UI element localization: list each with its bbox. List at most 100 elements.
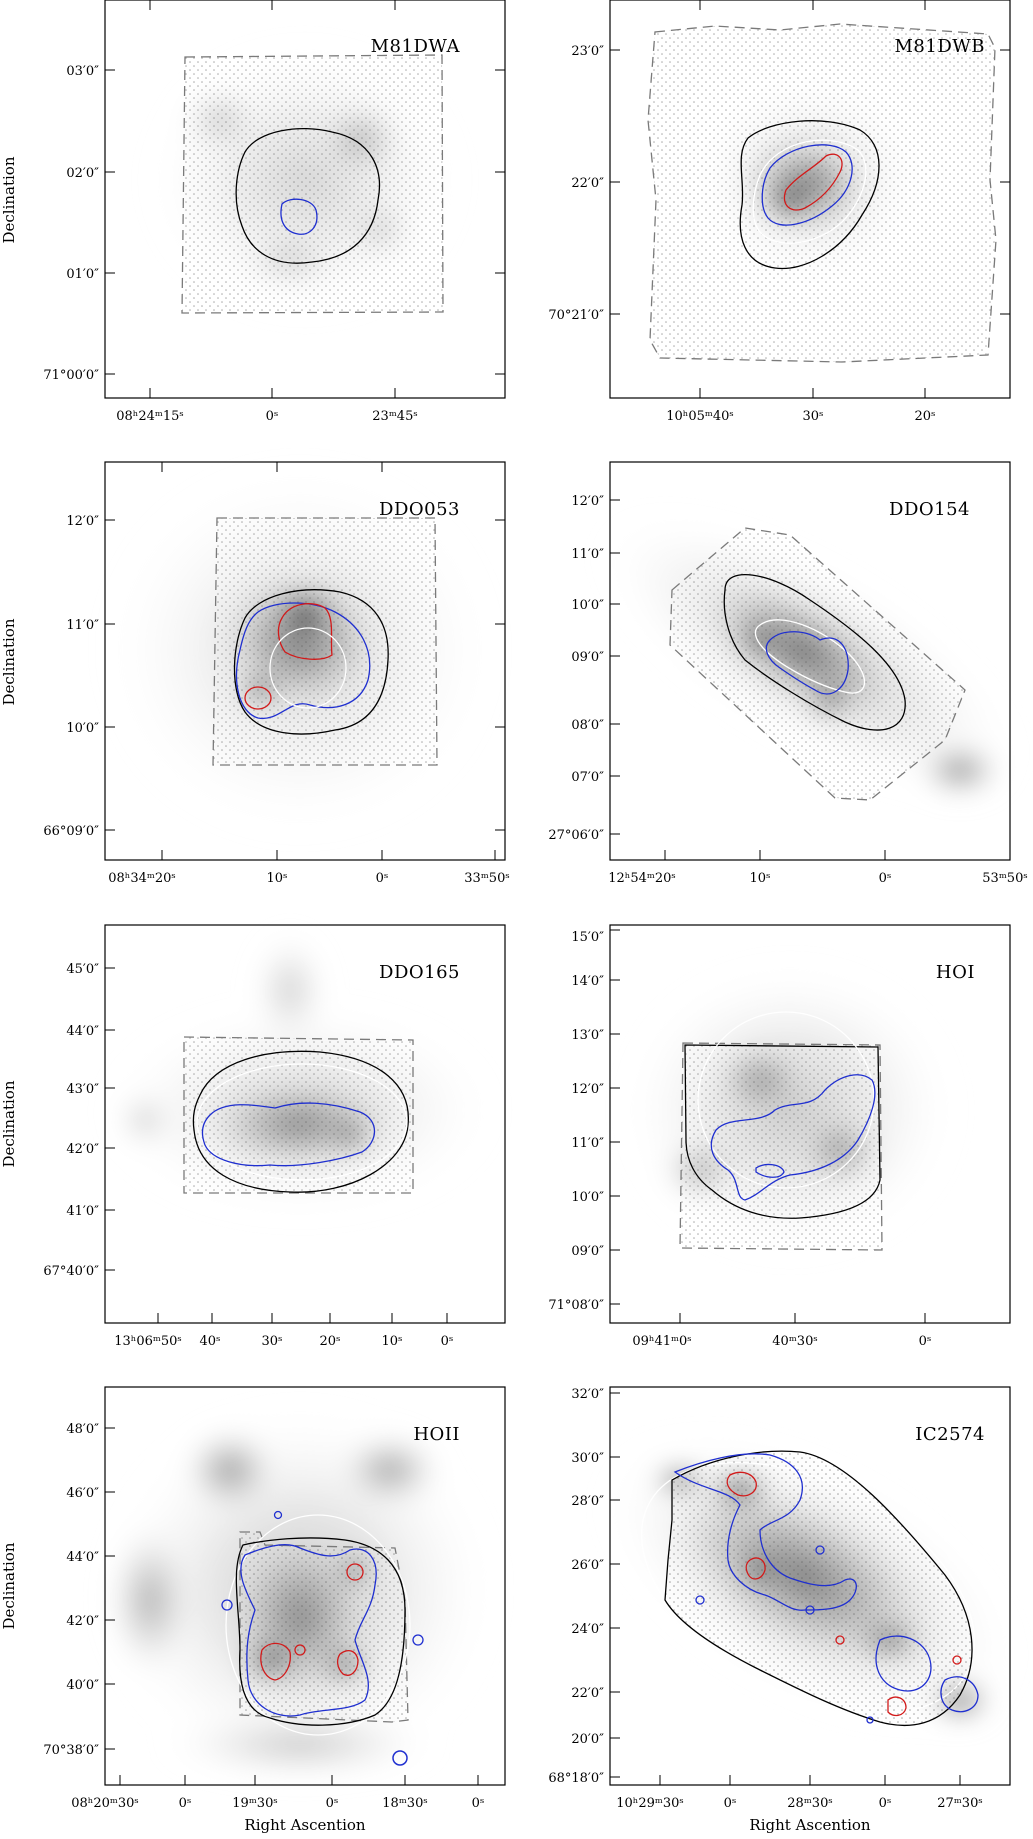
xtick-label: 27ᵐ30ˢ [937,1796,982,1811]
ytick-label: 71°00′0″ [43,368,99,383]
ytick-label: 48′0″ [66,1422,99,1437]
ytick-label: 67°40′0″ [43,1264,99,1279]
panel-frame [104,0,506,399]
xtick-label: 10ˢ [267,871,288,886]
x-ticks [157,1313,448,1323]
xtick-label: 0ˢ [879,871,892,886]
ytick-label: 11′0″ [571,1136,604,1151]
mid-contour [866,1716,874,1724]
y-ticks [610,929,620,1305]
xtick-label: 0ˢ [326,1796,339,1811]
ytick-label: 41′0″ [66,1204,99,1219]
panel-title: DDO165 [379,962,460,983]
xtick-label: 0ˢ [879,1796,892,1811]
inner-contour [277,603,333,660]
mid-contour [235,602,371,720]
footprint-outline [239,1531,409,1723]
inner-contour [294,1644,306,1656]
outer-contour [233,589,389,735]
ytick-label: 68°18′0″ [548,1771,604,1786]
ytick-label: 03′0″ [66,64,99,79]
panel-m81dwa: M81DWA 03′0″ 02′0″ 01′0″ 71°00′0″ 08ʰ24ᵐ… [43,0,506,424]
xtick-label: 33ᵐ50ˢ [464,871,509,886]
ytick-label: 09′0″ [571,1244,604,1259]
ytick-label: 08′0″ [571,718,604,733]
xtick-label: 10ˢ [382,1334,403,1349]
ytick-label: 12′0″ [571,1082,604,1097]
mid-contour [695,1595,705,1605]
panel-ddo165: DDO165 45′0″ 44′0″ 43′0″ 42′0″ 41′0″ 67°… [43,924,506,1349]
mid-contour [201,1102,376,1167]
ytick-label: 10′0″ [571,598,604,613]
beam-marker [392,1750,408,1766]
ytick-label: 70°21′0″ [548,308,604,323]
xtick-label: 20ˢ [915,409,936,424]
xtick-label: 40ˢ [200,1334,221,1349]
inner-contour [783,153,843,211]
mid-contour [761,144,853,226]
ytick-label: 12′0″ [66,514,99,529]
y-ticks [610,499,620,835]
panel-frame [104,1386,506,1786]
ytick-label: 40′0″ [66,1678,99,1693]
xtick-label: 10ʰ05ᵐ40ˢ [666,409,734,424]
footprint-outline [669,527,966,801]
panel-hoi: HOI 15′0″ 14′0″ 13′0″ 12′0″ 11′0″ 10′0″ … [548,924,1011,1349]
xtick-label: 0ˢ [472,1796,485,1811]
panel-title: DDO154 [889,499,970,520]
y-axis-title: Declination [0,156,18,243]
y-axis-title: Declination [0,618,18,705]
xtick-label: 19ᵐ30ˢ [232,1796,277,1811]
ytick-label: 26′0″ [571,1558,604,1573]
mid-contour [673,1453,857,1611]
ytick-label: 43′0″ [66,1082,99,1097]
ellipse-outline [196,1063,408,1181]
xtick-label: 18ᵐ30ˢ [382,1796,427,1811]
inner-contour [346,1563,364,1581]
ytick-label: 70°38′0″ [43,1743,99,1758]
xtick-label: 09ʰ41ᵐ0ˢ [632,1334,691,1349]
footprint-outline [679,1042,883,1251]
ellipse-outline [269,627,347,709]
inner-contour [260,1642,291,1681]
x-axis-title: Right Ascention [749,1816,870,1834]
xtick-label: 0ˢ [441,1334,454,1349]
inner-contour [726,1471,757,1497]
panel-frame [609,461,1011,861]
panel-title: DDO053 [379,499,460,520]
panel-title: HOI [936,962,975,983]
mid-contour [412,1634,424,1646]
ellipse-outline [754,619,866,694]
xtick-label: 12ʰ54ᵐ20ˢ [608,871,676,886]
mid-contour [755,1163,785,1178]
xtick-label: 08ʰ24ᵐ15ˢ [116,409,184,424]
mid-contour [240,1544,377,1717]
ytick-label: 45′0″ [66,962,99,977]
xtick-label: 0ˢ [724,1796,737,1811]
panel-title: HOII [413,1424,460,1445]
ytick-label: 28′0″ [571,1494,604,1509]
xtick-label: 0ˢ [179,1796,192,1811]
ytick-label: 14′0″ [571,974,604,989]
ytick-label: 15′0″ [571,930,604,945]
mid-contour [765,631,849,695]
panel-ic2574: IC2574 32′0″ 30′0″ 28′0″ 26′0″ 24′0″ 22′… [548,1386,1021,1811]
xtick-label: 08ʰ20ᵐ30ˢ [71,1796,139,1811]
ytick-label: 10′0″ [66,721,99,736]
xtick-label: 0ˢ [266,409,279,424]
xtick-label: 10ʰ29ᵐ30ˢ [616,1796,684,1811]
ytick-label: 22′0″ [571,176,604,191]
panel-frame [609,924,1011,1324]
y-ticks [105,1427,115,1750]
x-ticks [119,1775,479,1785]
mid-contour [280,198,318,235]
mid-contour [940,1676,979,1713]
xtick-label: 53ᵐ50ˢ [982,871,1027,886]
xtick-label: 40ᵐ30ˢ [772,1334,817,1349]
inner-contour [952,1655,962,1665]
xtick-label: 08ʰ34ᵐ20ˢ [108,871,176,886]
panel-m81dwb: M81DWB 23′0″ 22′0″ 70°21′0″ 10ʰ05ᵐ40ˢ 30… [548,0,1011,424]
mid-contour [815,1545,825,1555]
y-ticks [105,967,115,1271]
